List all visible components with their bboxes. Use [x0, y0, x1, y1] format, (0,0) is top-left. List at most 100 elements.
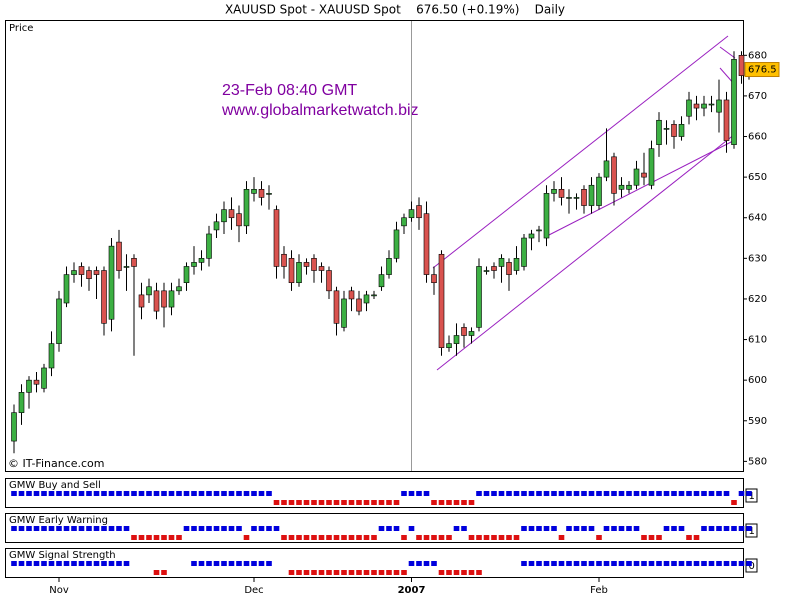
signal	[716, 491, 722, 496]
candle-body	[641, 172, 647, 178]
signal	[438, 570, 445, 575]
y-tick-label: 630	[748, 253, 767, 264]
signal	[528, 491, 535, 496]
signal	[273, 526, 280, 531]
signal	[573, 526, 580, 531]
signal	[63, 491, 70, 496]
signal	[116, 561, 122, 566]
signal	[746, 526, 752, 531]
candle-body	[408, 209, 415, 219]
y-tick-label: 660	[748, 132, 767, 143]
candle-body	[656, 119, 662, 145]
signal	[543, 526, 550, 531]
candle-body	[258, 189, 265, 198]
candle-body	[461, 327, 467, 336]
signal	[656, 535, 662, 540]
signal	[648, 491, 655, 496]
signal	[56, 526, 62, 531]
signal	[438, 500, 445, 505]
signal	[371, 500, 377, 505]
candle-body	[476, 266, 482, 328]
candle-body	[393, 229, 400, 259]
signal	[641, 535, 647, 540]
y-tick-label: 580	[748, 456, 767, 467]
signal	[588, 526, 595, 531]
signal	[581, 526, 587, 531]
signal	[303, 570, 310, 575]
signal	[618, 561, 625, 566]
signal	[686, 561, 692, 566]
candle-body	[11, 412, 17, 442]
signal	[708, 526, 715, 531]
candle-body	[281, 253, 287, 267]
signal	[131, 491, 137, 496]
annotation: www.globalmarketwatch.biz	[221, 102, 419, 119]
signal	[243, 561, 250, 566]
signal	[41, 526, 47, 531]
signal	[731, 526, 737, 531]
signal	[558, 561, 565, 566]
signal	[341, 570, 347, 575]
signal	[648, 561, 655, 566]
signal	[468, 500, 475, 505]
signal	[513, 491, 520, 496]
signal	[738, 561, 745, 566]
signal	[116, 491, 122, 496]
candle-body	[386, 258, 392, 275]
candle-body	[161, 290, 167, 308]
y-tick-label: 680	[748, 50, 767, 61]
signal	[318, 500, 325, 505]
signal	[686, 535, 692, 540]
signal	[191, 491, 197, 496]
signal	[461, 570, 467, 575]
y-axis-label: Price	[9, 23, 33, 34]
signal	[618, 491, 625, 496]
signal	[63, 526, 70, 531]
signal	[101, 526, 107, 531]
signal	[236, 561, 242, 566]
signal	[183, 526, 190, 531]
signal	[243, 535, 250, 540]
signal	[123, 491, 130, 496]
signal	[303, 500, 310, 505]
signal	[26, 491, 32, 496]
signal	[138, 535, 145, 540]
candle-body	[243, 189, 250, 227]
signal	[11, 561, 17, 566]
signal	[176, 535, 182, 540]
chart-title: XAUUSD Spot - XAUUSD Spot 676.50 (+0.19%…	[225, 3, 565, 17]
signal	[206, 561, 212, 566]
signal	[723, 526, 730, 531]
signal	[588, 491, 595, 496]
signal	[198, 491, 205, 496]
signal	[596, 491, 602, 496]
signal	[333, 500, 340, 505]
signal	[101, 561, 107, 566]
last-price-label: 676.5	[748, 65, 777, 76]
panel-last-label: 1	[749, 526, 755, 537]
signal	[566, 526, 572, 531]
signal	[536, 491, 542, 496]
trendline	[546, 139, 736, 237]
signal	[693, 561, 700, 566]
signal	[123, 526, 130, 531]
candle-body	[146, 286, 152, 296]
signal	[626, 561, 632, 566]
signal	[288, 570, 295, 575]
candle-body	[341, 298, 347, 328]
signal	[228, 561, 235, 566]
signal	[198, 561, 205, 566]
signal	[603, 491, 610, 496]
signal	[348, 535, 355, 540]
trendline	[432, 35, 729, 269]
signal	[371, 535, 377, 540]
signal	[161, 491, 167, 496]
signal	[318, 570, 325, 575]
signal	[618, 526, 625, 531]
panel-title: GMW Buy and Sell	[9, 480, 101, 491]
candle-body	[738, 55, 745, 76]
candle-body	[633, 168, 640, 186]
signal	[116, 526, 122, 531]
signal	[521, 561, 527, 566]
